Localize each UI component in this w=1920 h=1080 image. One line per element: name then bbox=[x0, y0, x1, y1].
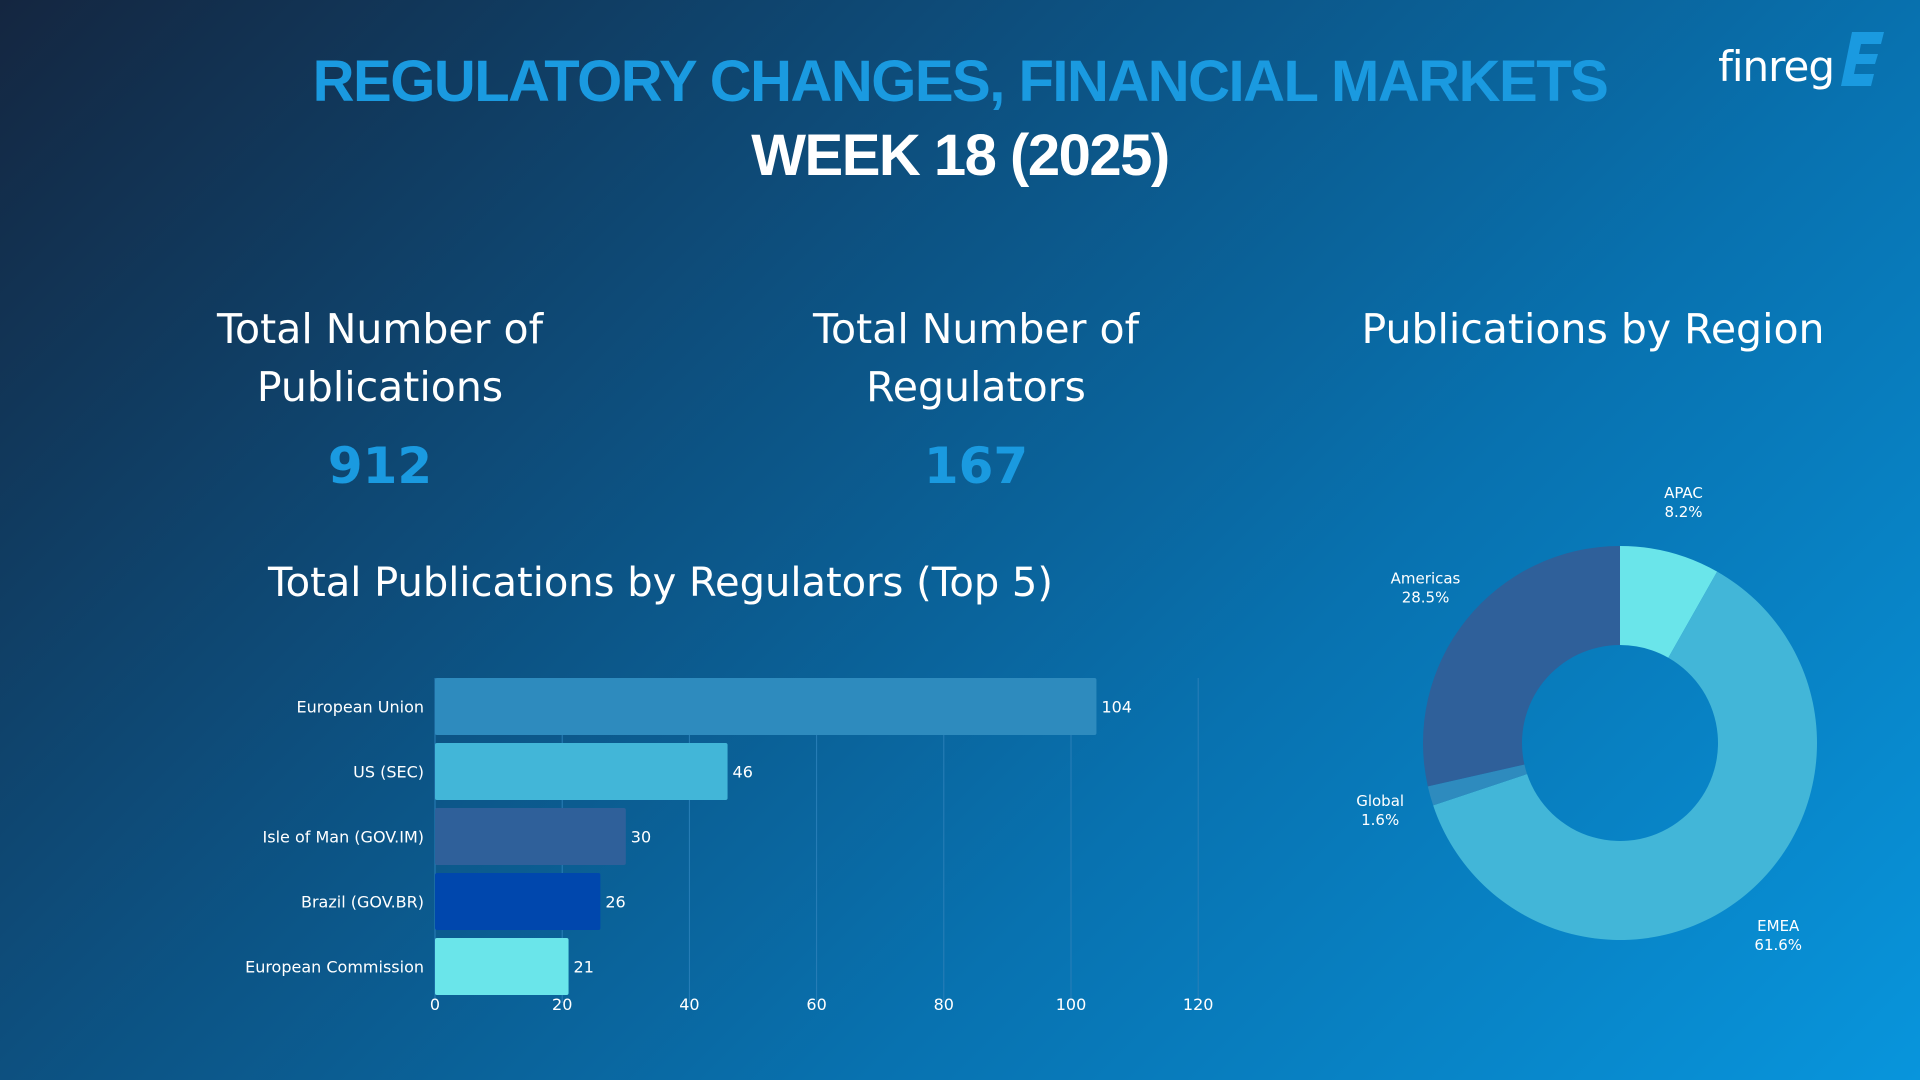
bar bbox=[435, 678, 1097, 735]
category-label: European Union bbox=[296, 698, 424, 717]
slice-percent: 28.5% bbox=[1402, 588, 1450, 606]
regulators-kpi-label: Total Number of Regulators bbox=[812, 305, 1140, 411]
slice-percent: 61.6% bbox=[1754, 936, 1802, 954]
x-tick-label: 40 bbox=[679, 995, 699, 1014]
finreg-e-icon bbox=[1841, 32, 1884, 86]
regulators-bar-chart: 0 20 40 60 80 100 120 European Union 104 US (SEC)… bbox=[245, 678, 1214, 1014]
category-label: Brazil (GOV.BR) bbox=[301, 893, 424, 912]
bar bbox=[435, 873, 601, 930]
donut-slice bbox=[1427, 764, 1528, 806]
x-tick-label: 100 bbox=[1056, 995, 1087, 1014]
category-label: Isle of Man (GOV.IM) bbox=[263, 828, 424, 847]
category-label: European Commission bbox=[245, 958, 424, 977]
bar bbox=[435, 743, 728, 800]
finreg-logo: finreg bbox=[1718, 30, 1886, 88]
publications-kpi-label: Total Number of Publications bbox=[216, 305, 544, 411]
regulators-kpi-value: 167 bbox=[923, 437, 1029, 495]
slice-percent: 8.2% bbox=[1664, 503, 1702, 521]
slice-name: Global bbox=[1356, 792, 1404, 810]
logo-text: finreg bbox=[1718, 42, 1835, 91]
bar-chart-title: Total Publications by Regulators (Top 5) bbox=[268, 560, 1053, 606]
region-chart-title: Publications by Region bbox=[1361, 305, 1825, 353]
x-tick-label: 20 bbox=[552, 995, 572, 1014]
bar bbox=[435, 938, 569, 995]
donut-slice bbox=[1433, 571, 1817, 940]
bar-value-label: 26 bbox=[605, 893, 625, 912]
bar-value-label: 21 bbox=[574, 958, 594, 977]
slice-percent: 1.6% bbox=[1361, 811, 1399, 829]
x-tick-label: 60 bbox=[806, 995, 826, 1014]
bar-value-label: 46 bbox=[733, 763, 753, 782]
slice-name: Americas bbox=[1391, 569, 1461, 587]
slice-name: EMEA bbox=[1757, 917, 1800, 935]
publications-kpi-value: 912 bbox=[327, 437, 433, 495]
x-tick-label: 0 bbox=[430, 995, 440, 1014]
bar-value-label: 30 bbox=[631, 828, 651, 847]
page-title: REGULATORY CHANGES, FINANCIAL MARKETS bbox=[312, 49, 1609, 114]
donut-slice bbox=[1620, 546, 1718, 658]
donut-slice bbox=[1423, 546, 1620, 787]
bar bbox=[435, 808, 626, 865]
category-label: US (SEC) bbox=[353, 763, 424, 782]
bar-value-label: 104 bbox=[1101, 698, 1132, 717]
page-subtitle: WEEK 18 (2025) bbox=[751, 123, 1170, 188]
slice-name: APAC bbox=[1664, 484, 1703, 502]
x-tick-label: 80 bbox=[934, 995, 954, 1014]
x-tick-label: 120 bbox=[1183, 995, 1214, 1014]
